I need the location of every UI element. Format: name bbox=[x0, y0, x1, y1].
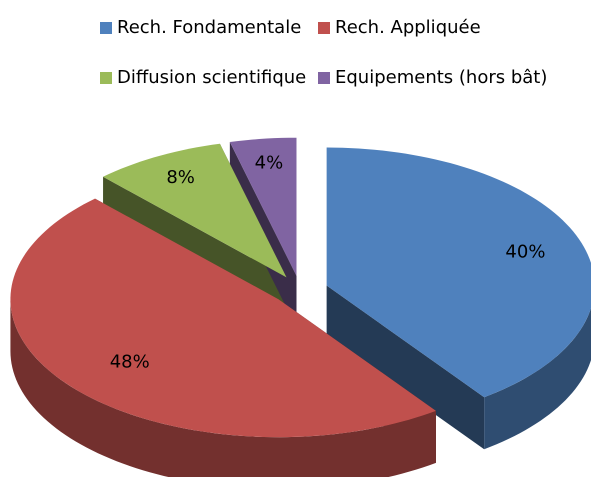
legend-label: Diffusion scientifique bbox=[117, 67, 306, 88]
slice-wall bbox=[326, 285, 485, 450]
slice-side bbox=[10, 299, 436, 477]
legend-label: Rech. Appliquée bbox=[335, 17, 481, 38]
slice-side bbox=[484, 308, 591, 450]
legend-swatch bbox=[100, 22, 112, 34]
data-label: 40% bbox=[505, 241, 545, 262]
slice bbox=[326, 147, 591, 398]
legend-swatch bbox=[318, 72, 330, 84]
legend-label: Equipements (hors bât) bbox=[335, 67, 547, 88]
slice bbox=[10, 198, 436, 438]
data-label: 48% bbox=[110, 352, 150, 373]
slice bbox=[103, 143, 287, 278]
legend-swatch bbox=[100, 72, 112, 84]
slice-tops bbox=[10, 137, 591, 438]
data-label: 4% bbox=[255, 152, 284, 173]
data-label: 8% bbox=[166, 167, 195, 188]
slice bbox=[229, 137, 297, 276]
legend-label: Rech. Fondamentale bbox=[117, 17, 301, 38]
legend-swatch bbox=[318, 22, 330, 34]
